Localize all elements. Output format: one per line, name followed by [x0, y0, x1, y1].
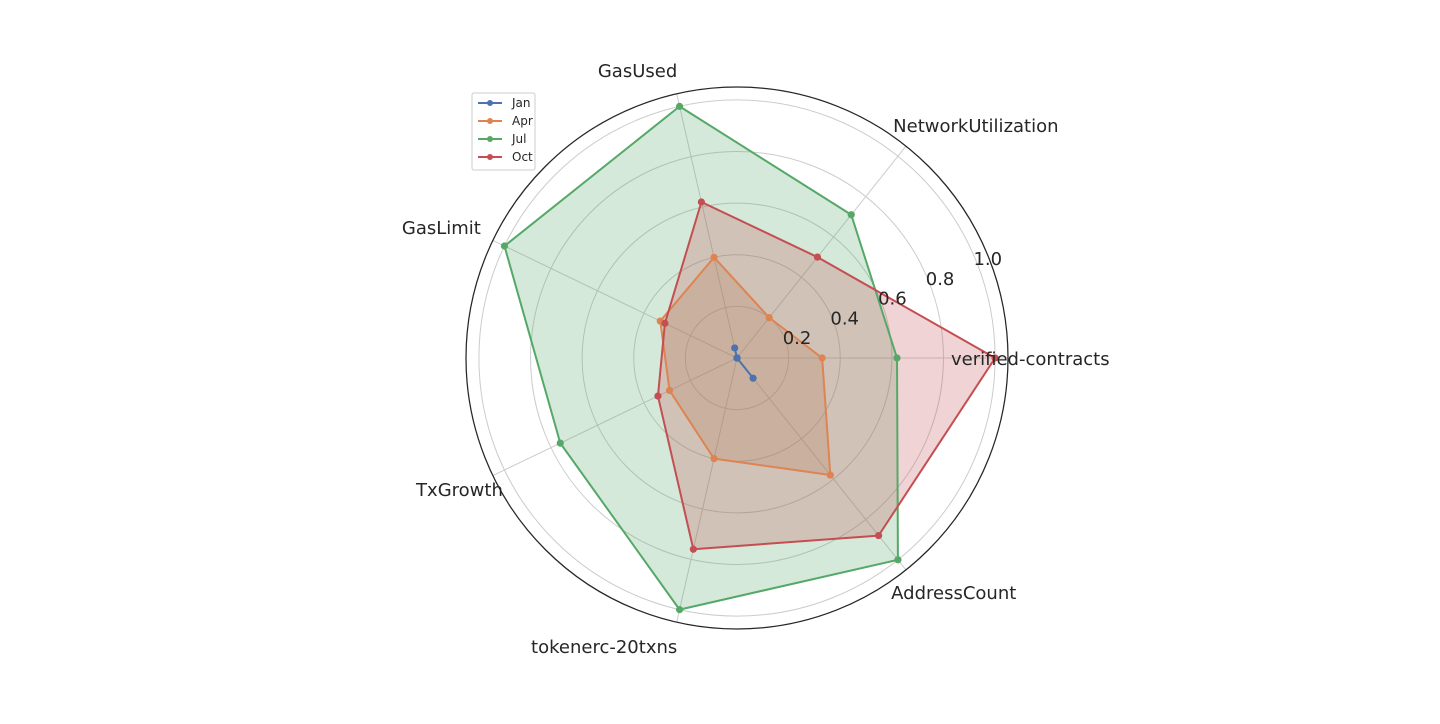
legend-label-apr: Apr	[512, 114, 533, 128]
legend-marker-jan	[487, 100, 493, 106]
legend-marker-jul	[487, 136, 493, 142]
legend-marker-apr	[487, 118, 493, 124]
grid-spoke	[492, 239, 738, 359]
legend: Jan Apr Jul Oct	[471, 92, 536, 171]
data-point-apr	[665, 386, 674, 395]
axis-label: NetworkUtilization	[893, 116, 1058, 137]
radial-tick-label: 0.4	[830, 308, 859, 329]
radial-tick-label: 0.6	[878, 289, 907, 310]
data-point-jan	[731, 344, 739, 352]
legend-label-jan: Jan	[511, 96, 531, 110]
data-point-apr	[826, 471, 834, 479]
series-fill-apr	[660, 257, 831, 476]
data-point-apr	[818, 354, 826, 362]
data-point-jul	[894, 556, 902, 564]
data-point-jul	[675, 102, 684, 110]
axis-label-layer: verified-contracts NetworkUtilization GasU…	[402, 61, 1110, 658]
legend-box	[471, 92, 536, 171]
data-point-oct	[661, 319, 669, 327]
data-point-jul	[556, 439, 564, 447]
data-point-oct	[654, 392, 662, 400]
axis-label: verified-contracts	[951, 349, 1110, 370]
data-point-oct	[991, 354, 999, 362]
radial-tick-label: 1.0	[973, 249, 1002, 270]
axis-label: AddressCount	[891, 583, 1016, 604]
data-point-apr	[710, 455, 718, 463]
data-point-jan	[749, 374, 757, 382]
series-line-jul	[503, 105, 899, 611]
data-point-apr	[710, 253, 718, 261]
data-point-jul	[500, 242, 509, 250]
legend-label-oct: Oct	[512, 150, 533, 164]
radial-tick-label: 0.2	[783, 328, 812, 349]
axis-label: GasUsed	[598, 61, 677, 82]
grid-spoke	[676, 357, 738, 623]
legend-marker-oct	[487, 154, 493, 160]
data-point-jul	[847, 211, 855, 219]
polar-frame	[465, 86, 1009, 630]
data-point-jul	[675, 606, 684, 614]
series-line-oct	[656, 200, 997, 551]
radial-tick-layer: 0.2 0.4 0.6 0.8 1.0	[783, 249, 1002, 349]
series-line-layer	[503, 105, 997, 611]
series-point-layer	[500, 102, 999, 614]
axis-label: tokenerc-20txns	[531, 637, 677, 658]
axis-label: TxGrowth	[415, 480, 503, 501]
grid-spoke	[736, 145, 907, 359]
data-point-oct	[697, 198, 705, 206]
series-fill-jul	[504, 106, 898, 610]
data-point-oct	[689, 545, 697, 553]
data-point-oct	[813, 253, 822, 261]
series-line-apr	[659, 256, 832, 477]
data-point-jul	[893, 354, 901, 362]
legend-label-jul: Jul	[511, 132, 526, 146]
grid-spoke	[492, 357, 738, 477]
radial-tick-label: 0.8	[926, 269, 955, 290]
grid-spoke	[676, 93, 738, 359]
data-point-oct	[875, 531, 883, 540]
axis-label: GasLimit	[402, 218, 481, 239]
series-fill-layer	[504, 106, 996, 610]
data-point-apr	[765, 314, 773, 322]
data-point-jan	[733, 354, 741, 362]
